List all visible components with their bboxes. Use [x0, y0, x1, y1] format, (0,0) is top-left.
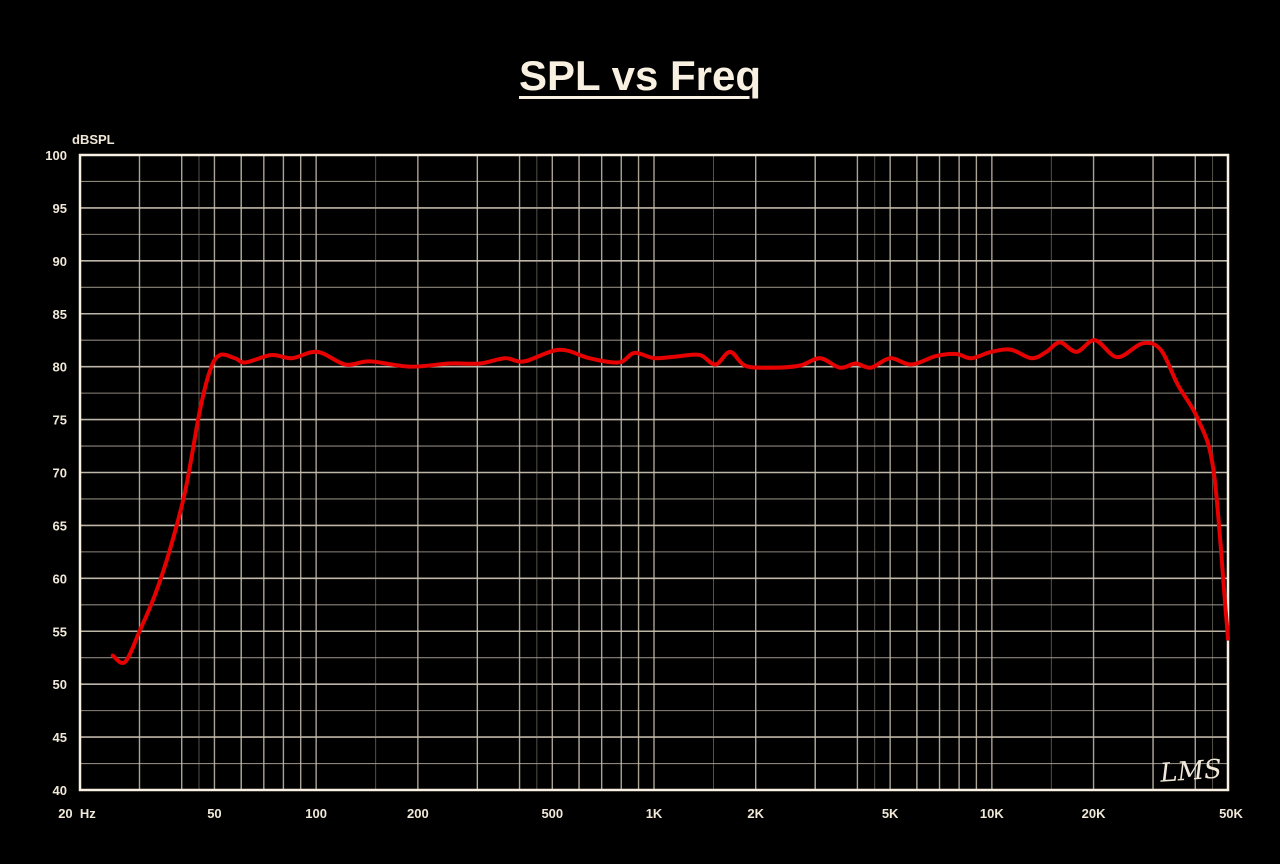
spl-curve [110, 338, 1230, 665]
y-tick-label: 80 [53, 360, 67, 375]
grid [80, 155, 1228, 790]
y-axis-label: dBSPL [72, 132, 115, 147]
y-tick-label: 65 [53, 518, 67, 533]
x-tick-label: 50K [1219, 806, 1243, 821]
y-tick-label: 40 [53, 783, 67, 798]
y-tick-label: 75 [53, 413, 67, 428]
y-tick-label: 95 [53, 201, 67, 216]
y-tick-label: 85 [53, 307, 67, 322]
x-tick-label: 50 [207, 806, 221, 821]
lms-logo: LMS [1158, 754, 1223, 788]
y-tick-label: 55 [53, 624, 67, 639]
series-layer [110, 338, 1230, 665]
x-tick-label: 20K [1082, 806, 1106, 821]
y-tick-label: 70 [53, 466, 67, 481]
y-tick-label: 90 [53, 254, 67, 269]
x-tick-label: 1K [646, 806, 663, 821]
y-tick-label: 60 [53, 571, 67, 586]
y-tick-label: 45 [53, 730, 67, 745]
y-tick-label: 100 [45, 148, 67, 163]
x-tick-label: 100 [305, 806, 327, 821]
tick-labels: 100 95 90 85 80 75 70 65 60 55 50 45 40 20 Hz 50 100 200… [45, 148, 1243, 821]
x-tick-label: 10K [980, 806, 1004, 821]
y-tick-label: 50 [53, 677, 67, 692]
x-tick-label: 2K [747, 806, 764, 821]
chart-title: SPL vs Freq [519, 52, 761, 99]
x-tick-label: 5K [882, 806, 899, 821]
plot-frame [78, 153, 1230, 792]
x-tick-label: 200 [407, 806, 429, 821]
x-tick-label: 20 Hz [58, 806, 96, 821]
x-tick-label: 500 [541, 806, 563, 821]
